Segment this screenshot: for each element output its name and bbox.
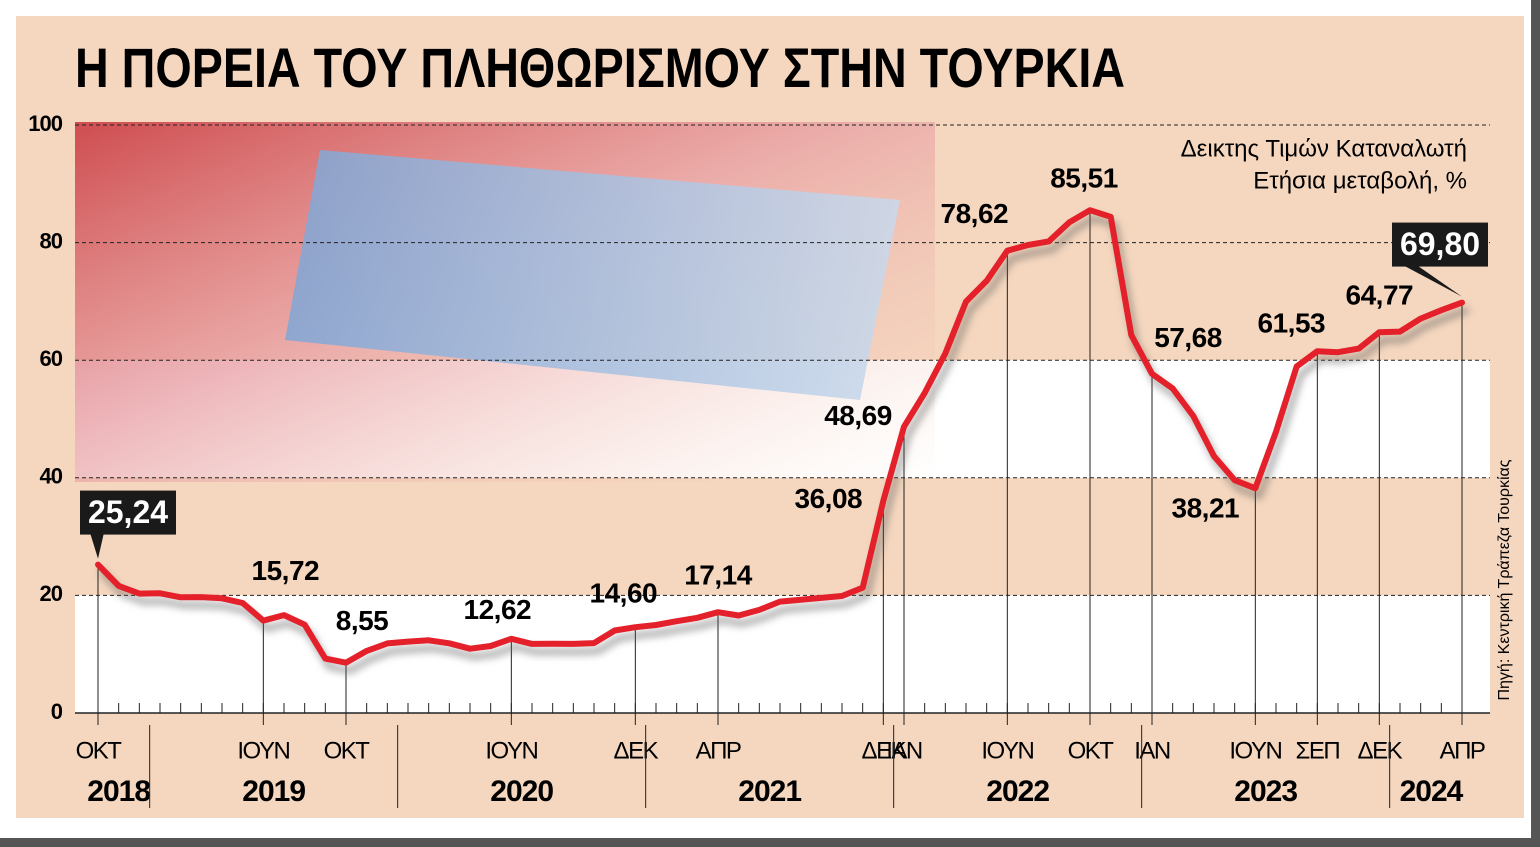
label-pointer [90,532,104,559]
bottom-border [0,838,1540,847]
x-tick-label: ΙΑΝ [886,737,922,764]
value-label: 85,51 [1050,163,1118,194]
y-tick-label: 40 [40,464,63,489]
x-tick-label: ΙΟΥΝ [237,737,289,764]
x-tick-label: ΙΟΥΝ [981,737,1033,764]
label-pointer [1402,264,1462,297]
x-tick-label: ΣΕΠ [1295,737,1339,764]
label-box [1392,222,1488,267]
y-tick-label: 60 [40,346,63,371]
y-tick-label: 20 [40,581,63,606]
banknote [285,150,900,400]
year-label: 2019 [242,775,305,808]
value-label: 12,62 [464,594,532,625]
x-tick-label: ΙΟΥΝ [1229,737,1281,764]
value-label: 14,60 [590,578,658,609]
value-label: 17,14 [684,560,752,591]
value-label: 8,55 [336,605,389,636]
year-label: 2020 [490,775,553,808]
line [95,207,1465,666]
x-tick-label: ΟΚΤ [1068,737,1115,764]
value-label: 36,08 [795,483,863,514]
year-label: 2022 [986,775,1049,808]
y-tick-label: 0 [51,699,63,724]
value-label: 38,21 [1172,493,1240,524]
band [75,477,1490,596]
photo [75,122,935,482]
value-label: 25,24 [88,494,168,530]
year-label: 2024 [1400,775,1464,808]
source: Πηγή: Κεντρική Τράπεζα Τουρκίας [1496,459,1513,700]
x-tick-label: ΟΚΤ [324,737,371,764]
value-label: 57,68 [1154,322,1222,353]
x-tick-label: ΔΕΚ [862,737,907,764]
x-tick-label: ΑΠΡ [1440,737,1485,764]
value-label: 78,62 [941,198,1009,229]
x-tick-label: ΙΑΝ [1134,737,1170,764]
year-label: 2018 [87,775,150,808]
x-tick-label: ΟΚΤ [76,737,123,764]
x-tick-label: ΑΠΡ [696,737,741,764]
y-tick-label: 80 [40,228,63,253]
value-label: 69,80 [1400,226,1480,262]
value-label: 48,69 [824,400,892,431]
y-tick-label: 100 [28,111,62,136]
label-box [80,490,176,535]
right-border [1531,0,1540,847]
value-label: 61,53 [1258,308,1326,339]
year-label: 2021 [738,775,801,808]
value-label: 64,77 [1346,280,1414,311]
year-label: 2023 [1234,775,1297,808]
chart-title: Η ΠΟΡΕΙΑ ΤΟΥ ΠΛΗΘΩΡΙΣΜΟΥ ΣΤΗΝ ΤΟΥΡΚΙΑ [75,36,1125,99]
x-tick-label: ΙΟΥΝ [485,737,537,764]
value-label: 15,72 [252,555,320,586]
subtitle: Ετήσια μεταβολή, % [1253,167,1467,194]
x-tick-label: ΔΕΚ [1358,737,1403,764]
subtitle: Δεικτης Τιμών Καταναλωτή [1181,135,1467,162]
x-tick-label: ΔΕΚ [614,737,659,764]
